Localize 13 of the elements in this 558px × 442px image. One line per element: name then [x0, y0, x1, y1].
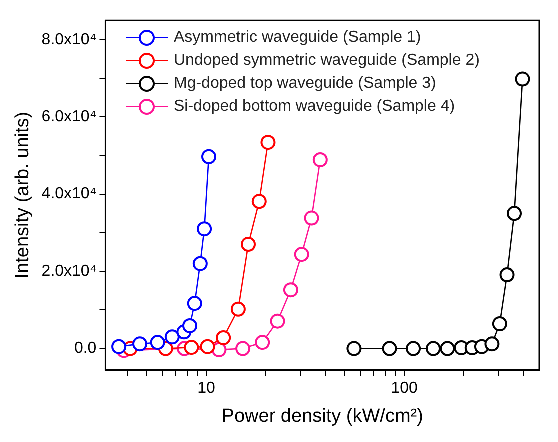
legend-label: Undoped symmetric waveguide (Sample 2) — [174, 51, 480, 71]
legend-label: Mg-doped top waveguide (Sample 3) — [174, 74, 436, 94]
y-axis-title: Intensity (arb. units) — [12, 112, 34, 279]
y-tick-label: 8.0x10⁴ — [42, 31, 97, 48]
y-tick-label: 6.0x10⁴ — [42, 108, 97, 126]
legend-label: Si-doped bottom waveguide (Sample 4) — [174, 97, 456, 117]
x-tick-label: 100 — [391, 380, 418, 398]
y-tick-label: 0.0 — [74, 340, 97, 358]
x-axis-title: Power density (kW/cm²) — [222, 406, 424, 427]
y-tick-label: 4.0x10⁴ — [42, 186, 97, 203]
legend-label: Asymmetric waveguide (Sample 1) — [174, 28, 422, 48]
y-tick-label: 2.0x10⁴ — [42, 262, 97, 280]
x-tick-label: 10 — [198, 380, 216, 398]
